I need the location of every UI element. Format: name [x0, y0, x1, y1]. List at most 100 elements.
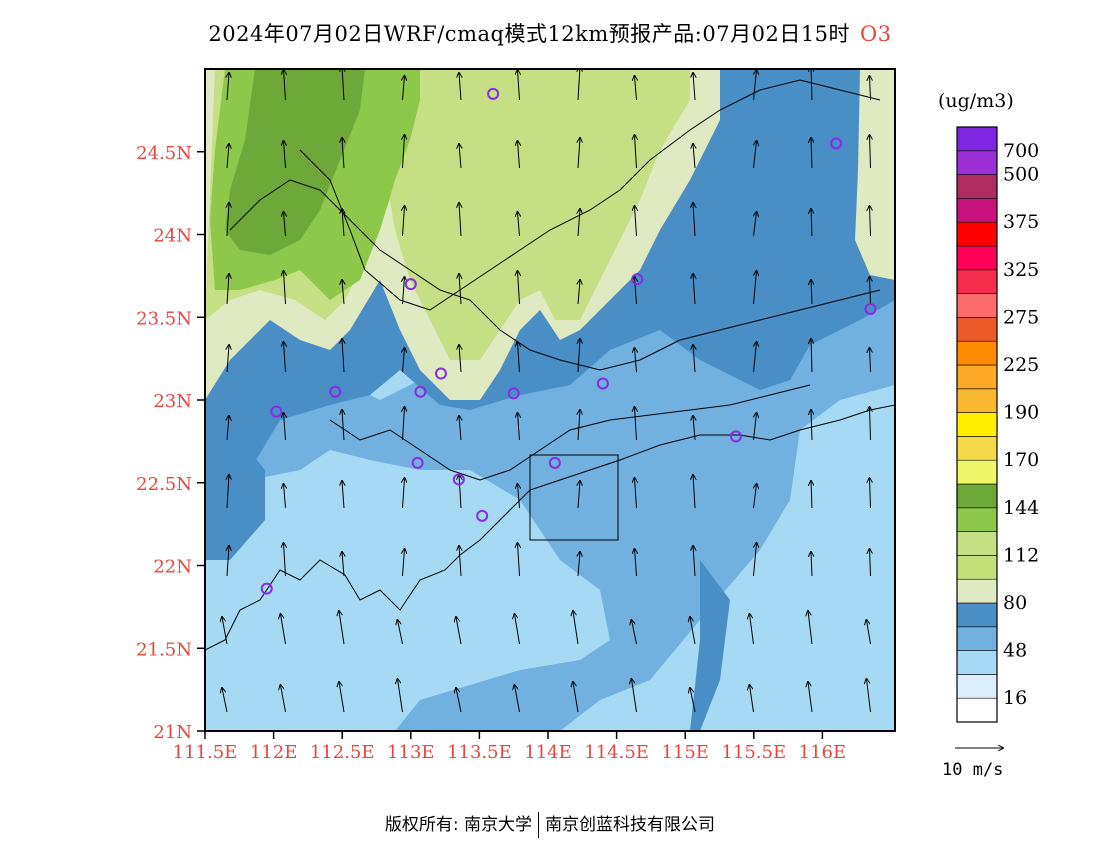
legend-swatch	[956, 602, 998, 628]
wind-arrow	[870, 549, 871, 577]
wind-arrow	[518, 271, 520, 305]
hong-kong-box	[529, 454, 619, 541]
lat-tick-label: 22.5N	[136, 474, 192, 495]
wind-arrow	[284, 484, 286, 509]
wind-arrow	[459, 345, 461, 373]
wind-arrow	[808, 682, 813, 713]
wind-arrow	[578, 481, 580, 509]
wind-arrow	[515, 614, 520, 645]
wind-arrow	[284, 543, 286, 577]
wind-arrow	[870, 135, 871, 169]
longitude-axis: 111.5E 112E 112.5E 113E 113.5E 114E 114.5E 115E…	[173, 731, 846, 763]
station-marker[interactable]	[411, 456, 424, 469]
wind-arrow	[403, 206, 405, 237]
wind-arrow	[284, 70, 286, 101]
wind-arrow	[398, 679, 403, 713]
legend-label: 375	[1003, 211, 1039, 233]
wind-arrow	[753, 271, 757, 305]
wind-arrow	[222, 617, 228, 645]
legend-swatch	[956, 650, 998, 675]
field-mid-blue	[205, 270, 895, 731]
wind-arrow	[635, 277, 637, 305]
wind-arrow	[227, 546, 229, 577]
station-marker[interactable]	[596, 377, 609, 390]
wind-arrow	[635, 549, 637, 577]
wind-arrow	[518, 342, 520, 373]
wind-arrow	[754, 212, 757, 237]
legend-label: 190	[1003, 402, 1039, 424]
legend-swatch	[956, 483, 998, 509]
wind-arrow	[342, 481, 344, 509]
wind-arrow	[227, 345, 229, 373]
station-marker[interactable]	[631, 273, 644, 286]
legend-swatch	[956, 364, 998, 390]
legend-label: 275	[1003, 306, 1039, 328]
latitude-axis: 21N 21.5N 22N 22.5N 23N 23.5N 24N 24.5N	[136, 143, 205, 743]
lon-tick-label: 111.5E	[173, 742, 238, 763]
wind-arrow	[284, 141, 286, 169]
wind-vectors	[222, 69, 871, 713]
legend-swatch	[956, 174, 998, 199]
station-marker[interactable]	[487, 87, 500, 100]
wind-arrow	[811, 69, 812, 101]
station-marker[interactable]	[830, 137, 843, 150]
wind-arrow	[635, 135, 637, 169]
coastline	[205, 404, 895, 651]
wind-arrow	[227, 73, 229, 101]
county-border-1	[229, 179, 881, 371]
legend-swatch	[956, 626, 998, 651]
wind-arrow	[693, 475, 695, 509]
station-marker[interactable]	[434, 367, 447, 380]
legend-swatch	[956, 293, 998, 318]
wind-arrow	[753, 70, 757, 101]
lon-tick-label: 112.5E	[310, 742, 375, 763]
station-marker[interactable]	[548, 456, 561, 469]
province-border	[299, 79, 881, 311]
station-marker[interactable]	[404, 278, 417, 291]
legend-swatch	[956, 555, 998, 580]
wind-arrow	[811, 481, 812, 509]
station-marker[interactable]	[507, 387, 520, 400]
wind-arrow	[808, 611, 813, 645]
legend-label: 112	[1003, 544, 1039, 566]
station-marker[interactable]	[864, 302, 877, 315]
wind-arrow	[227, 274, 229, 305]
wind-arrow	[339, 682, 345, 713]
legend-swatch	[956, 245, 998, 271]
wind-arrow	[573, 611, 579, 645]
wind-arrow	[578, 138, 580, 169]
station-marker[interactable]	[329, 385, 342, 398]
wind-arrow	[750, 685, 754, 713]
legend-swatch	[956, 340, 998, 366]
wind-arrow	[459, 144, 461, 169]
wind-arrow	[870, 478, 871, 509]
station-marker[interactable]	[260, 582, 273, 595]
copyright-owner: 版权所有: 南京大学	[384, 815, 533, 835]
wind-arrow	[281, 614, 286, 645]
station-marker[interactable]	[414, 385, 427, 398]
wind-arrow	[339, 611, 345, 645]
station-marker[interactable]	[270, 405, 283, 418]
wind-arrow	[403, 76, 405, 101]
wind-arrow	[811, 209, 812, 237]
wind-arrow	[342, 339, 344, 373]
legend-swatch	[956, 436, 998, 461]
legend-swatch	[956, 269, 998, 294]
lat-tick-label: 22N	[153, 557, 192, 578]
wind-arrow	[578, 410, 580, 441]
title-species: O3	[860, 22, 892, 46]
wind-arrow	[632, 620, 637, 645]
concentration-field	[205, 69, 895, 731]
wind-arrow	[459, 73, 461, 101]
wind-arrow	[578, 209, 580, 237]
station-marker[interactable]	[452, 473, 465, 486]
station-marker[interactable]	[729, 430, 742, 443]
wind-arrow	[342, 69, 344, 101]
lon-tick-label: 113E	[387, 742, 435, 763]
legend-label: 144	[1003, 497, 1039, 519]
wind-arrow	[518, 212, 520, 237]
lat-tick-label: 24N	[153, 226, 192, 247]
station-marker[interactable]	[476, 509, 489, 522]
legend-swatch	[956, 317, 998, 342]
wind-arrow	[284, 342, 286, 373]
